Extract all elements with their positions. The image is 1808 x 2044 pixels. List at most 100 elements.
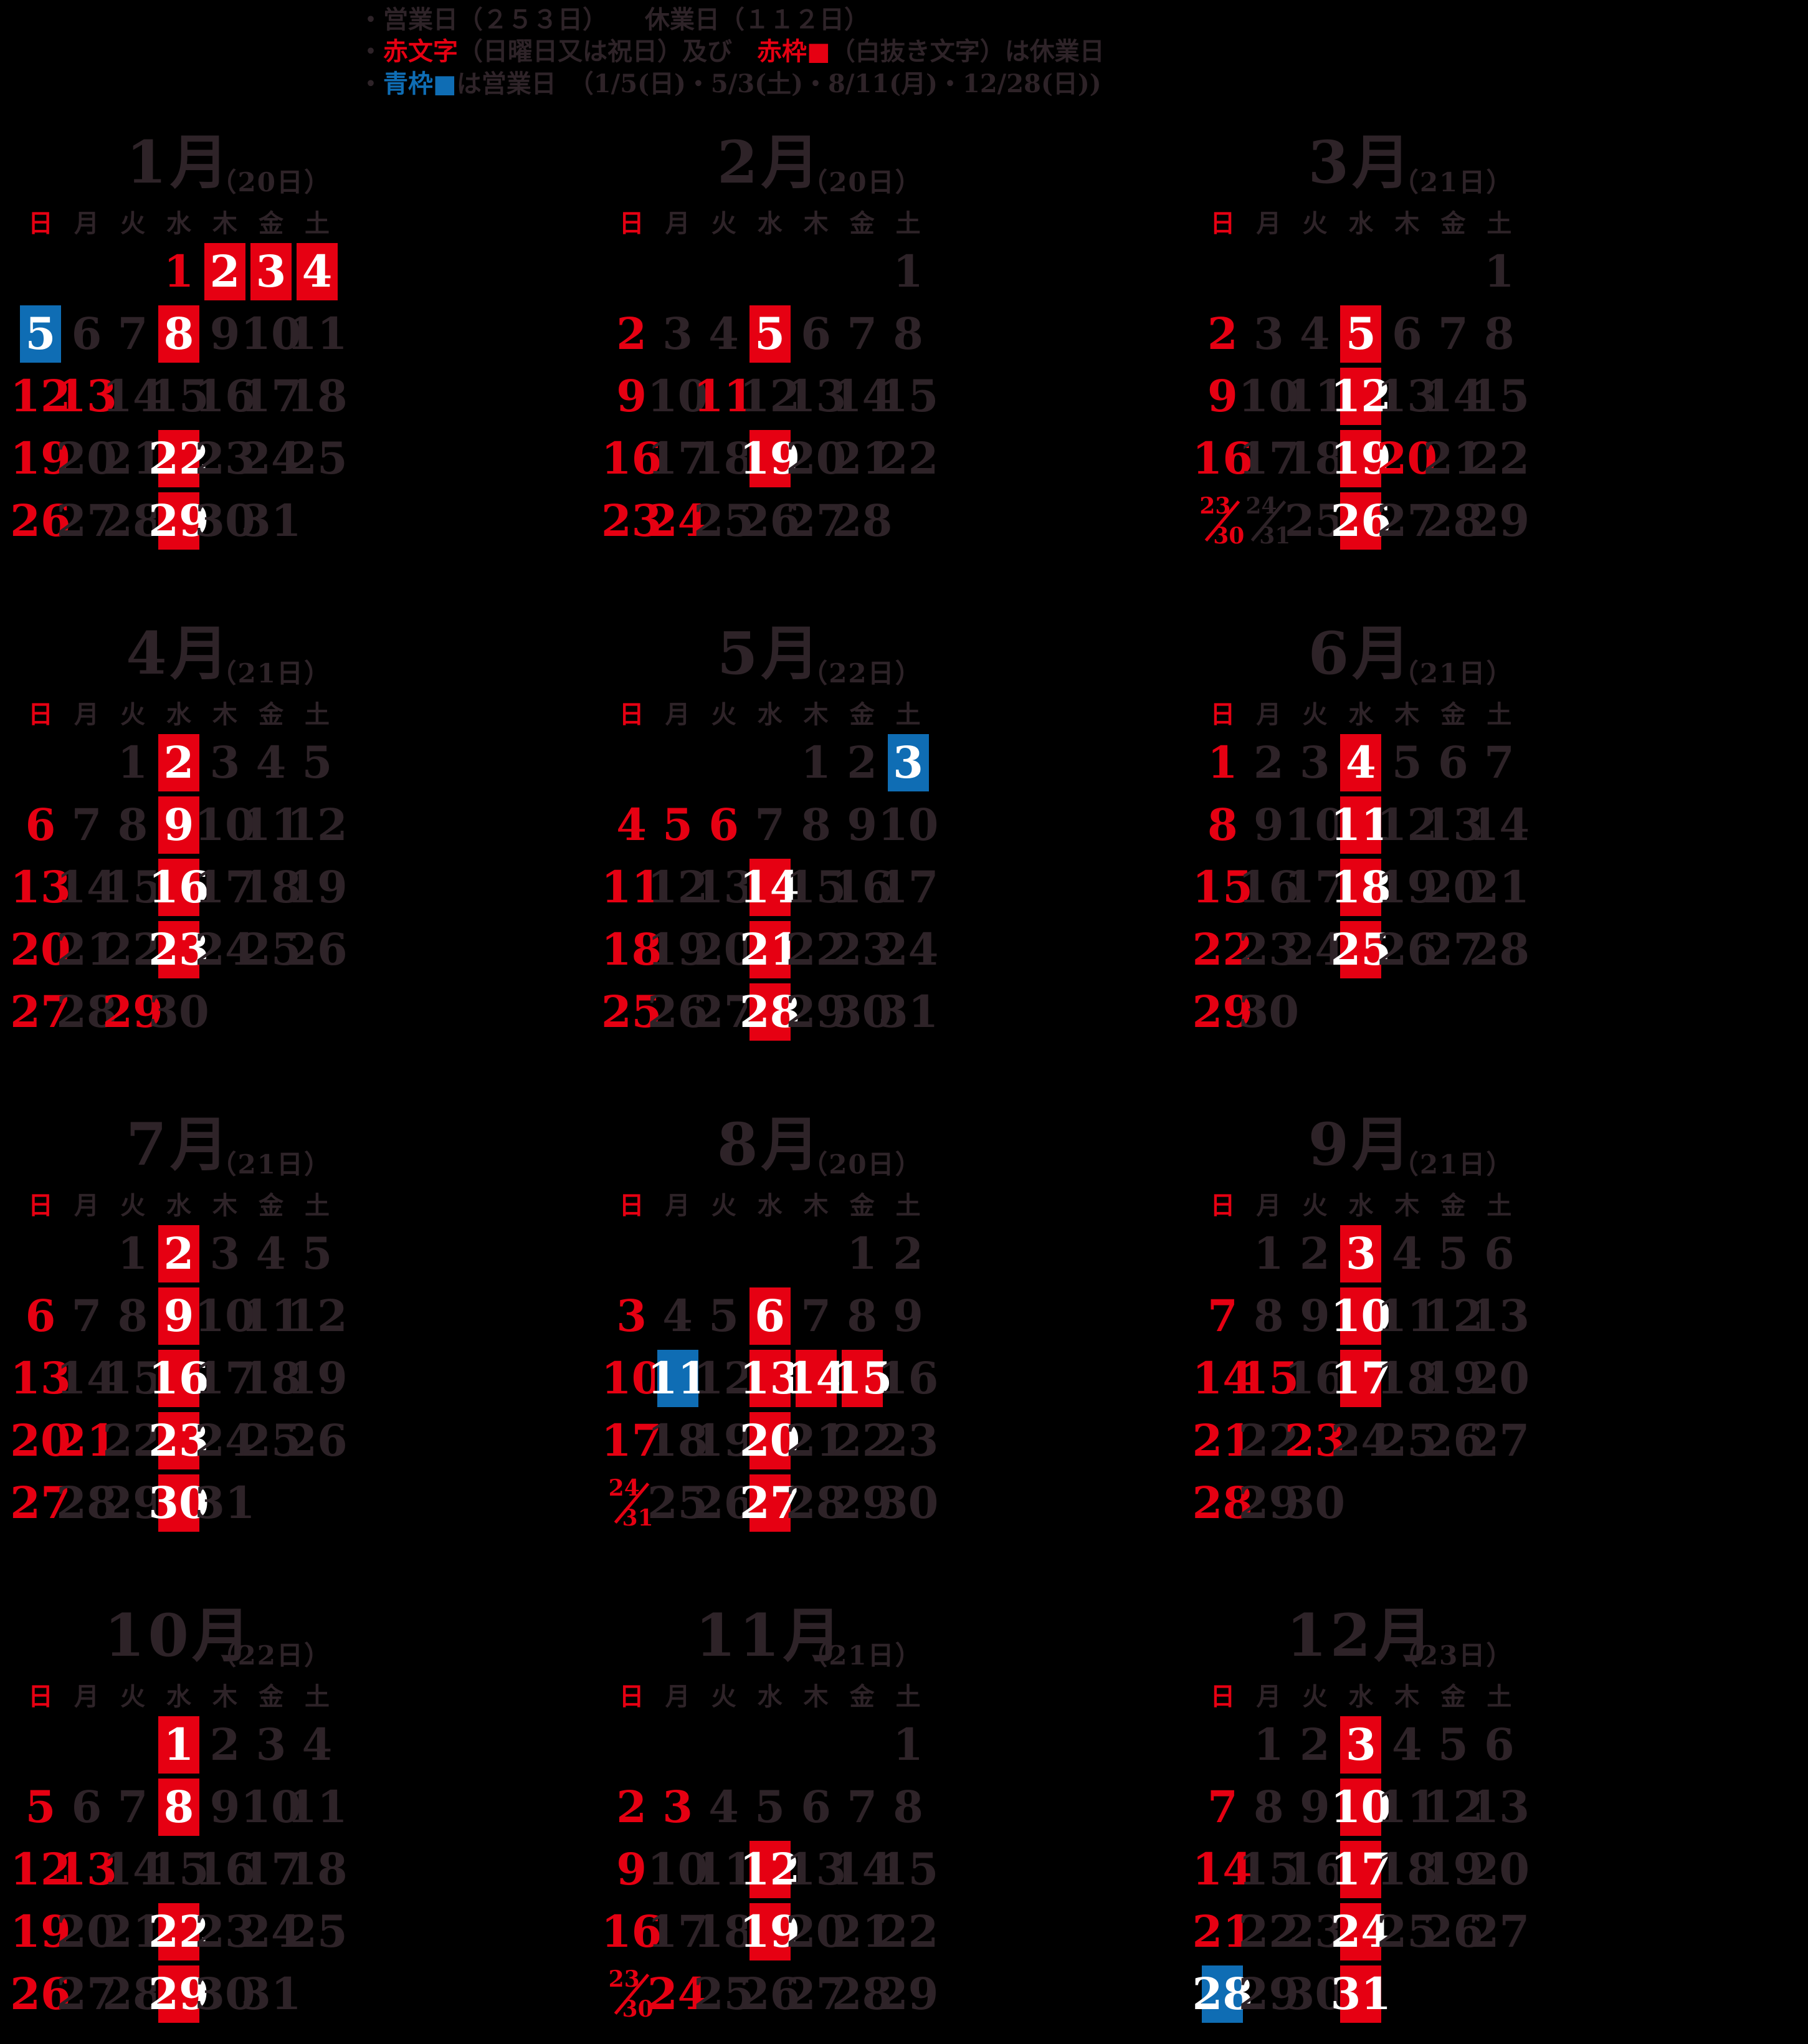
day-cell: 28 xyxy=(831,1968,893,2020)
day-cell: 7 xyxy=(1483,737,1515,788)
day-cell: 17 xyxy=(1238,432,1300,484)
legend-blue-frame-desc: は営業日 （1/5(日)・5/3(土)・8/11(月)・12/28(日)) xyxy=(456,69,1101,99)
day-cell: 18 xyxy=(240,861,302,913)
weekday-label: 日 xyxy=(1210,209,1235,238)
weekday-header: 日月火水木金土 xyxy=(17,1185,366,1220)
day-cell: 2 xyxy=(616,308,647,360)
day-cell: 26 xyxy=(1422,1415,1484,1466)
month-block-12: 12月 （23日）日月火水木金土 1 2 3 4 5 6 7 8 9 10 11 12 13 14 15 16 17… xyxy=(1192,1595,1548,2025)
day-cell: 10 xyxy=(1284,799,1346,851)
weekday-label: 日 xyxy=(28,1682,53,1711)
month-title: 12月 xyxy=(1286,1602,1436,1670)
weekday-header: 日月火水木金土 xyxy=(17,203,366,238)
day-cell: 1 xyxy=(847,1228,878,1279)
day-cell: 14 xyxy=(1422,370,1484,422)
day-grid: 1 2 3 4 5 6 7 8 9 10 11 12 13 14 15 16 17 18 19 20 21 22 23 24 2… xyxy=(10,1714,366,2025)
weekday-label: 日 xyxy=(619,700,644,729)
weekday-label: 木 xyxy=(212,700,237,729)
empty-cell xyxy=(1384,1963,1430,2025)
day-cell: 25 xyxy=(1376,1415,1438,1466)
month-block-8: 8月 （20日）日月火水木金土 1 2 3 4 5 6 7 8 9 10 11 12 13 14 15 16 17 1… xyxy=(601,1104,958,1534)
day-cell: 23 xyxy=(194,432,255,484)
empty-cell xyxy=(17,1223,64,1285)
weekday-header: 日月火水木金土 xyxy=(1199,203,1548,238)
day-cell: 4 xyxy=(662,1290,693,1342)
day-cell: 25 xyxy=(693,1968,754,2020)
day-cell: 3 xyxy=(616,1290,647,1342)
day-cell: 26 xyxy=(739,495,801,547)
day-cell: 5 xyxy=(302,1228,333,1279)
day-cell: 11 xyxy=(240,1290,302,1342)
empty-cell xyxy=(1384,1472,1430,1534)
weekday-label: 火 xyxy=(120,1191,145,1220)
legend-line-counts: ・営業日（２５３日） 休業日（１１２日） xyxy=(358,4,1105,36)
day-cell: 11 xyxy=(287,308,348,360)
day-cell: 9 xyxy=(616,370,647,422)
day-cell: 12 xyxy=(739,370,801,422)
day-cell: 8 xyxy=(1207,799,1238,851)
day-cell: 16 xyxy=(148,1347,209,1410)
day-cell: 21 xyxy=(831,1906,893,1957)
day-cell: 29 xyxy=(831,1477,893,1529)
day-cell: 1 xyxy=(1483,246,1515,297)
weekday-label: 土 xyxy=(895,209,921,238)
weekday-label: 金 xyxy=(849,1191,875,1220)
weekday-label: 水 xyxy=(166,1682,191,1711)
empty-cell xyxy=(701,1223,747,1285)
day-cell: 12 xyxy=(1331,365,1391,427)
day-cell: 19 xyxy=(1376,861,1438,913)
day-cell: 4 xyxy=(255,1228,287,1279)
day-cell: 22 xyxy=(785,924,847,975)
day-cell: 24 xyxy=(194,1415,255,1466)
day-cell: 21 xyxy=(785,1415,847,1466)
day-cell: 19 xyxy=(287,861,348,913)
empty-cell xyxy=(1199,1714,1245,1776)
day-cell: 18 xyxy=(1376,1843,1438,1895)
weekday-label: 金 xyxy=(259,209,283,238)
empty-cell xyxy=(1199,1223,1245,1285)
empty-cell xyxy=(793,1714,839,1776)
day-cell: 26 xyxy=(10,495,71,547)
day-cell: 13 xyxy=(56,370,117,422)
stacked-day-bottom: 31 xyxy=(1259,523,1291,549)
empty-cell xyxy=(1199,241,1245,303)
weekday-label: 日 xyxy=(1210,700,1235,729)
day-cell: 27 xyxy=(56,1968,117,2020)
day-cell: 28 xyxy=(785,1477,847,1529)
empty-cell xyxy=(1338,981,1384,1043)
weekday-label: 日 xyxy=(619,1682,644,1711)
day-cell: 20 xyxy=(785,1906,847,1957)
day-cell: 14 xyxy=(1192,1843,1254,1895)
weekday-label: 日 xyxy=(619,209,644,238)
day-cell: 17 xyxy=(240,1843,302,1895)
day-cell: 22 xyxy=(1192,924,1254,975)
day-cell: 2 xyxy=(893,1228,924,1279)
month-title: 3月 xyxy=(1308,128,1414,197)
empty-cell xyxy=(701,732,747,794)
day-cell: 16 xyxy=(877,1352,939,1404)
day-cell: 3 xyxy=(255,1719,287,1770)
day-cell: 9 xyxy=(1299,1290,1330,1342)
day-cell: 23 xyxy=(148,1410,209,1472)
day-cell: 21 xyxy=(1192,1906,1254,1957)
day-cell: 21 xyxy=(1468,861,1530,913)
day-cell: 9 xyxy=(847,799,878,851)
day-cell: 29 xyxy=(148,1963,209,2025)
day-cell: 7 xyxy=(117,308,148,360)
weekday-label: 木 xyxy=(803,1191,829,1220)
day-cell: 28 xyxy=(102,1968,163,2020)
day-cell: 29 xyxy=(102,1477,163,1529)
day-grid: 1 2 3 4 5 6 7 8 9 10 11 12 13 14 15 16 17 18 19 20 21 22 23 30 2… xyxy=(1192,241,1548,552)
day-cell: 2 xyxy=(1207,308,1238,360)
day-cell: 18 xyxy=(601,924,662,975)
day-cell: 24 xyxy=(1331,1901,1391,1963)
month-title-row: 6月 （21日） xyxy=(1199,613,1522,694)
weekday-label: 月 xyxy=(1256,700,1282,729)
empty-cell xyxy=(1430,1472,1476,1534)
weekday-label: 日 xyxy=(1210,1191,1235,1220)
day-cell: 10 xyxy=(877,799,939,851)
empty-cell xyxy=(747,732,793,794)
day-cell: 10 xyxy=(1331,1776,1391,1838)
day-cell: 24 xyxy=(877,924,939,975)
day-cell: 4 xyxy=(708,308,740,360)
